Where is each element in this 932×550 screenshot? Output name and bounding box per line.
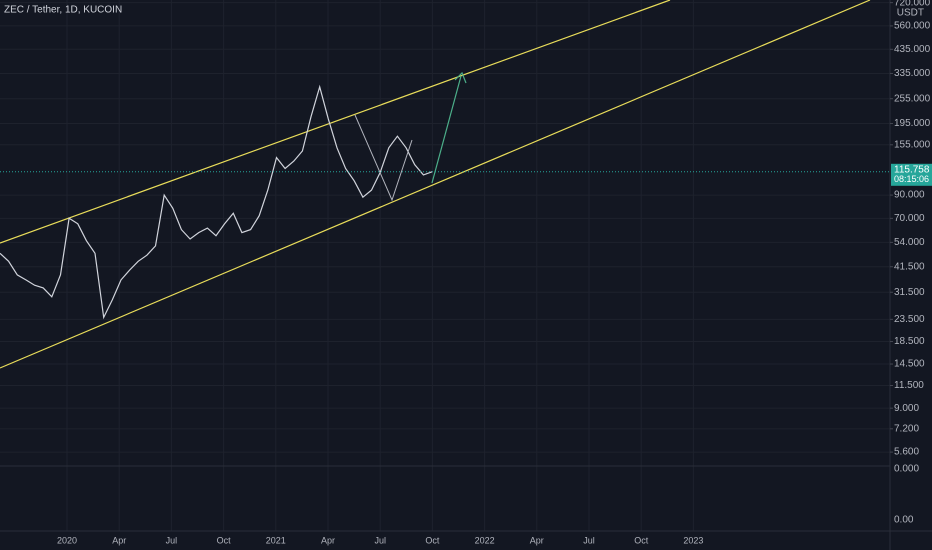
y-tick-label: 54.000 (894, 237, 925, 248)
y-tick-label: 14.500 (894, 359, 925, 370)
countdown-label: 08:15:06 (894, 174, 929, 184)
y-tick-label: 90.000 (894, 190, 925, 201)
y-tick-label: 255.000 (894, 93, 931, 104)
x-tick-label: 2023 (683, 535, 703, 545)
x-tick-label: Apr (530, 535, 544, 545)
symbol-title: ZEC / Tether, 1D, KUCOIN (4, 5, 122, 16)
x-tick-label: 2022 (475, 535, 495, 545)
projection-arrow (431, 75, 462, 184)
drawing-trend (354, 114, 413, 202)
channel-lower (0, 0, 871, 369)
last-price-label: 115.758 (894, 164, 930, 175)
y-tick-label: 18.500 (894, 336, 925, 347)
arrow-head (454, 71, 467, 84)
series (0, 84, 433, 320)
y-tick-label: 9.000 (894, 403, 919, 414)
y-tick-label: 7.200 (894, 423, 919, 434)
price-line (0, 84, 433, 320)
last-price-box (891, 163, 932, 186)
y-tick-label: 70.000 (894, 213, 925, 224)
y-tick-label: 155.000 (894, 139, 931, 150)
y-tick-label: 560.000 (894, 21, 931, 32)
x-tick-label: Apr (321, 535, 335, 545)
y-tick-label: 435.000 (894, 44, 931, 55)
x-tick-label: 2020 (57, 535, 77, 545)
y-tick-label: 11.500 (894, 380, 924, 391)
y-tick-label: 195.000 (894, 118, 931, 129)
x-tick-label: Oct (634, 535, 649, 545)
lower-pane-label: 0.000 (894, 464, 919, 475)
x-tick-label: Apr (112, 535, 126, 545)
lower-pane-label: 0.00 (894, 515, 914, 526)
x-tick-label: Oct (217, 535, 232, 545)
grid (0, 0, 890, 531)
x-tick-label: Jul (166, 535, 178, 545)
x-tick-label: Oct (425, 535, 440, 545)
y-tick-label: 335.000 (894, 68, 931, 79)
y-tick-label: 5.600 (894, 447, 919, 458)
y-tick-label: 31.500 (894, 287, 925, 298)
x-tick-label: Jul (583, 535, 595, 545)
y-tick-label: 23.500 (894, 314, 925, 325)
y-tick-label: 720.000 (894, 0, 931, 8)
x-tick-label: Jul (374, 535, 386, 545)
x-tick-label: 2021 (266, 535, 286, 545)
axis-unit: USDT (897, 8, 924, 19)
channel-upper (0, 0, 671, 244)
y-tick-label: 41.500 (894, 261, 925, 272)
